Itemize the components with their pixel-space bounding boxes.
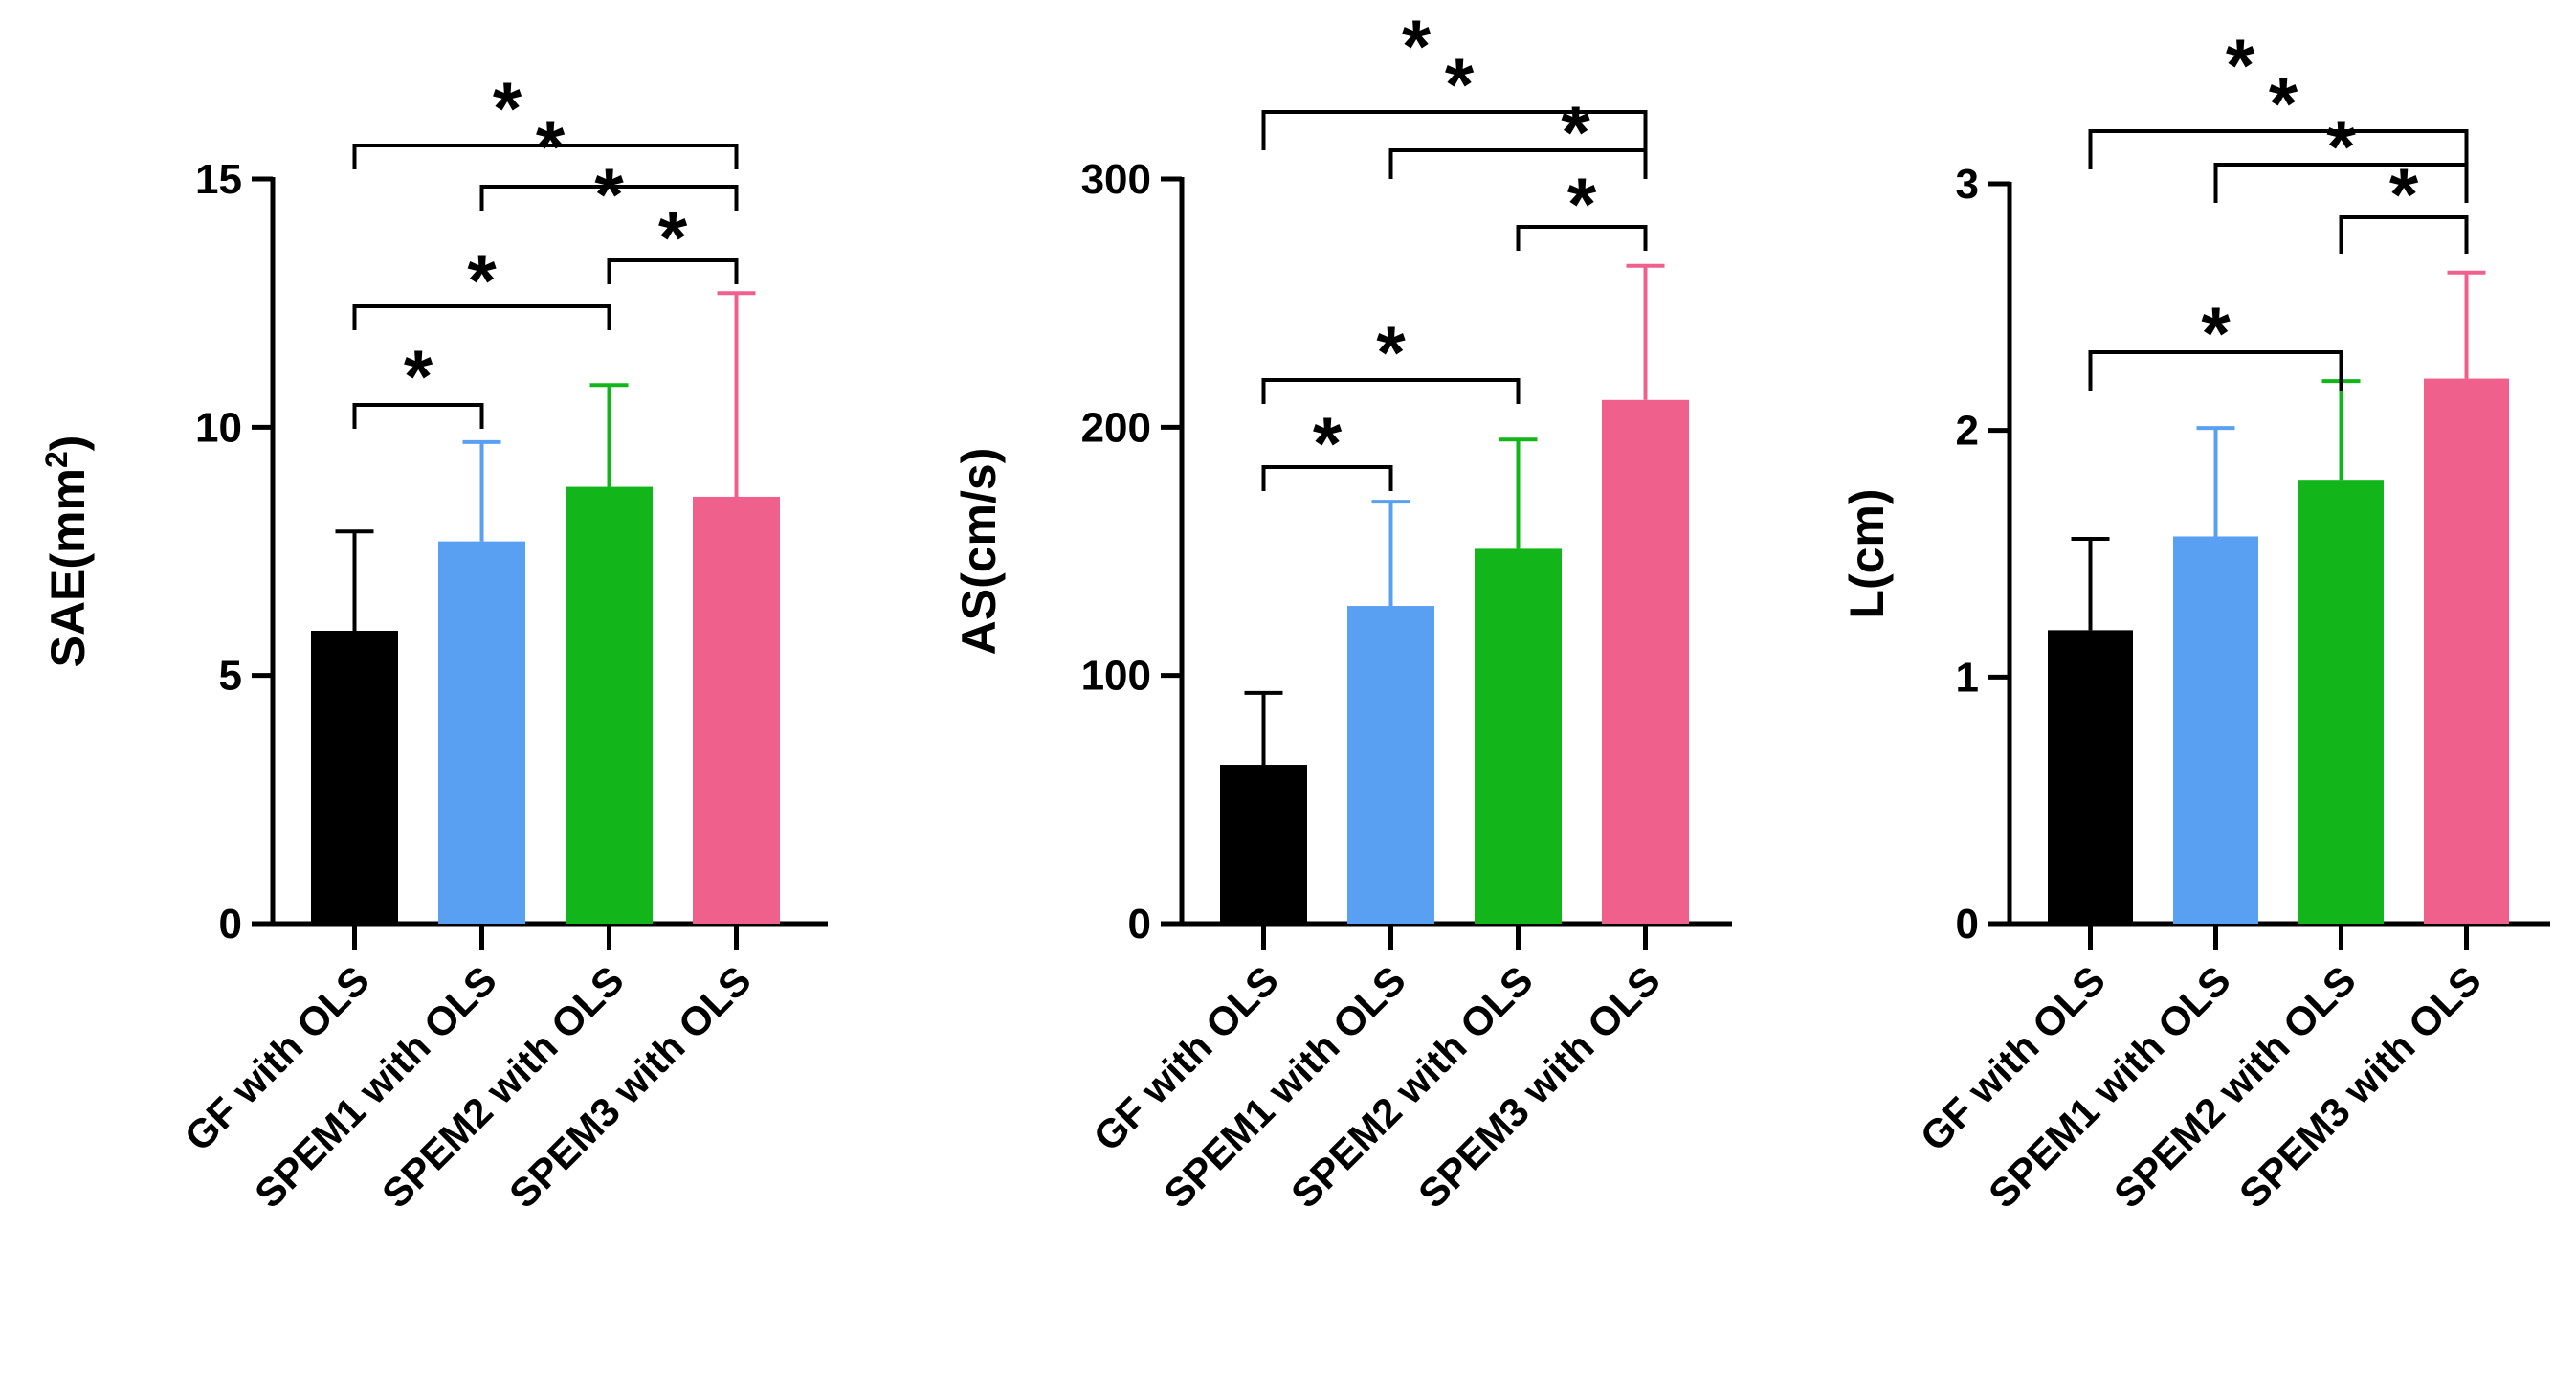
y-tick-label: 200 xyxy=(1081,404,1151,451)
bar-spem3-with-ols xyxy=(2424,378,2509,925)
significance-star: * xyxy=(2269,61,2298,145)
significance-star: * xyxy=(536,104,566,189)
significance-star: * xyxy=(2201,291,2231,375)
category-label: SPEM1 with OLS xyxy=(246,957,505,1217)
bar-spem1-with-ols xyxy=(1347,606,1434,924)
y-tick-label: 15 xyxy=(195,156,242,203)
significance-bracket xyxy=(479,185,739,211)
significance-star: * xyxy=(2326,104,2356,189)
significance-star: * xyxy=(2226,23,2255,107)
significance-star: * xyxy=(1567,162,1597,246)
bar-spem2-with-ols xyxy=(2298,480,2384,924)
y-axis-title: AS(cm/s) xyxy=(952,448,1006,656)
y-tick-label: 0 xyxy=(219,901,242,948)
significance-bracket xyxy=(2213,163,2469,203)
y-axis-title: L(cm) xyxy=(1840,488,1894,618)
significance-bracket xyxy=(1261,110,1648,150)
significance-star: * xyxy=(658,195,688,279)
significance-star: * xyxy=(1402,4,1432,88)
significance-bracket xyxy=(1516,225,1648,251)
significance-bracket xyxy=(2339,215,2469,254)
significance-bracket xyxy=(2088,350,2343,391)
significance-bracket xyxy=(2088,129,2469,169)
significance-star: * xyxy=(1445,42,1475,126)
bar-gf-with-ols xyxy=(1220,765,1307,924)
y-axis-title: SAE(mm2) xyxy=(39,436,95,668)
category-label: SPEM3 with OLS xyxy=(500,957,760,1217)
significance-star: * xyxy=(1376,310,1406,394)
bar-spem1-with-ols xyxy=(2173,536,2258,924)
significance-star: * xyxy=(594,152,624,236)
y-tick-label: 0 xyxy=(1956,901,1979,948)
bar-spem3-with-ols xyxy=(693,496,780,924)
category-label: SPEM2 with OLS xyxy=(2105,957,2365,1217)
significance-bracket xyxy=(1261,465,1393,491)
category-label: SPEM2 with OLS xyxy=(1282,957,1542,1217)
significance-star: * xyxy=(467,238,497,323)
category-label: SPEM3 with OLS xyxy=(2231,957,2490,1217)
y-tick-label: 3 xyxy=(1956,161,1979,208)
y-tick-label: 1 xyxy=(1956,654,1979,701)
y-tick-label: 10 xyxy=(195,404,242,451)
significance-bracket xyxy=(1388,148,1648,179)
y-tick-label: 2 xyxy=(1956,408,1979,455)
significance-bracket xyxy=(352,403,484,429)
y-tick-label: 5 xyxy=(219,653,242,700)
y-tick-label: 0 xyxy=(1128,901,1151,948)
significance-bracket xyxy=(1261,378,1521,404)
y-tick-label: 300 xyxy=(1081,156,1151,203)
y-tick-label: 100 xyxy=(1081,653,1151,700)
significance-star: * xyxy=(493,66,522,150)
significance-bracket xyxy=(607,258,739,284)
significance-star: * xyxy=(404,334,433,418)
bar-spem3-with-ols xyxy=(1602,399,1689,925)
significance-star: * xyxy=(1313,401,1343,485)
bar-gf-with-ols xyxy=(2048,630,2133,924)
bar-spem1-with-ols xyxy=(438,541,525,924)
category-label: SPEM1 with OLS xyxy=(1155,957,1414,1217)
significance-star: * xyxy=(1561,90,1590,174)
significance-bracket xyxy=(352,304,611,330)
bar-spem2-with-ols xyxy=(1475,548,1562,924)
significance-bracket xyxy=(352,144,739,169)
bar-spem2-with-ols xyxy=(566,486,653,924)
category-label: SPEM2 with OLS xyxy=(373,957,633,1217)
category-label: SPEM1 with OLS xyxy=(1980,957,2239,1217)
category-label: SPEM3 with OLS xyxy=(1410,957,1669,1217)
bar-gf-with-ols xyxy=(311,630,398,924)
